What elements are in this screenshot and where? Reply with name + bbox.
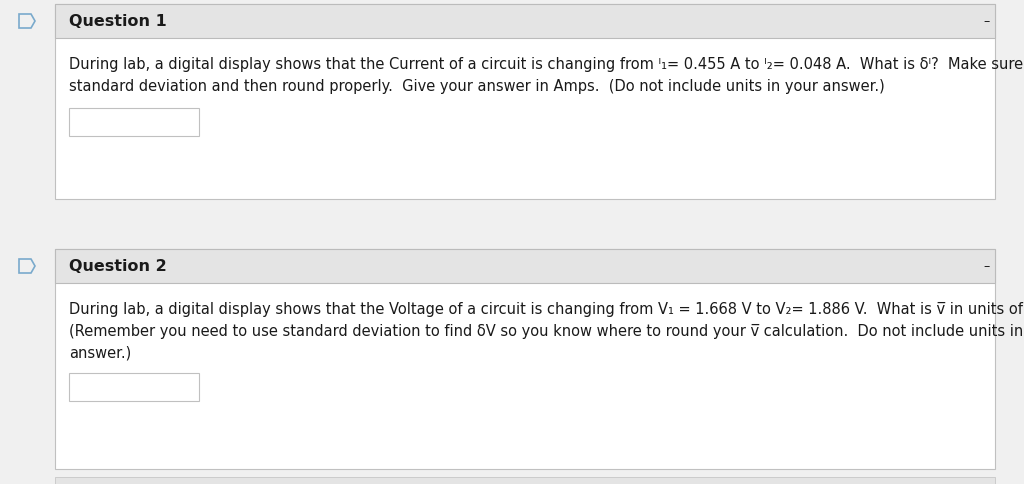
FancyBboxPatch shape [69, 109, 199, 136]
Text: –: – [984, 260, 990, 273]
Text: –: – [984, 15, 990, 29]
FancyBboxPatch shape [55, 5, 995, 39]
Text: standard deviation and then round properly.  Give your answer in Amps.  (Do not : standard deviation and then round proper… [69, 79, 885, 94]
Text: (Remember you need to use standard deviation to find δV so you know where to rou: (Remember you need to use standard devia… [69, 323, 1024, 338]
FancyBboxPatch shape [55, 477, 995, 484]
FancyBboxPatch shape [55, 5, 995, 199]
Text: Question 1: Question 1 [69, 15, 167, 30]
Text: During lab, a digital display shows that the Voltage of a circuit is changing fr: During lab, a digital display shows that… [69, 302, 1024, 317]
Text: Question 2: Question 2 [69, 259, 167, 274]
Text: answer.): answer.) [69, 345, 131, 360]
FancyBboxPatch shape [55, 249, 995, 469]
FancyBboxPatch shape [55, 249, 995, 284]
Text: During lab, a digital display shows that the Current of a circuit is changing fr: During lab, a digital display shows that… [69, 57, 1024, 72]
FancyBboxPatch shape [69, 373, 199, 401]
